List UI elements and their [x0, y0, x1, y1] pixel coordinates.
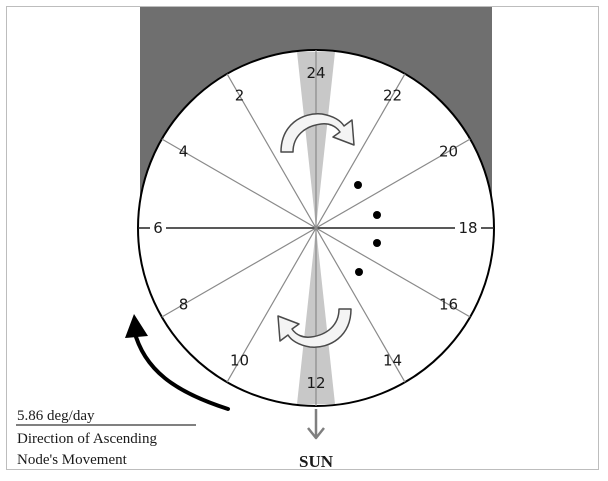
label-background — [150, 219, 166, 237]
dot-marker — [354, 181, 362, 189]
clock-label-14: 14 — [383, 352, 402, 370]
clock-label-22: 22 — [383, 87, 402, 105]
clock-label-8: 8 — [179, 296, 189, 314]
node-direction-arrow-icon — [125, 314, 230, 411]
dot-marker — [373, 211, 381, 219]
dot-marker — [373, 239, 381, 247]
clock-label-16: 16 — [439, 296, 458, 314]
clock-label-4: 4 — [179, 143, 189, 161]
bottom-rotation-arrow-icon — [277, 308, 352, 348]
dot-marker — [355, 268, 363, 276]
top-rotation-arrow-icon — [280, 113, 355, 153]
clock-label-12: 12 — [306, 374, 325, 392]
clock-label-2: 2 — [235, 87, 245, 105]
clock-label-20: 20 — [439, 143, 458, 161]
caption-line-2: Node's Movement — [17, 452, 128, 468]
spoke-line — [161, 138, 471, 318]
label-background — [455, 219, 481, 237]
clock-label-10: 10 — [230, 352, 249, 370]
clock-label-18: 18 — [458, 219, 477, 237]
sun-label: SUN — [299, 452, 334, 471]
clock-label-6: 6 — [153, 219, 163, 237]
rate-label: 5.86 deg/day — [17, 408, 95, 424]
sun-direction-arrow-icon — [307, 409, 325, 440]
caption-line-1: Direction of Ascending — [17, 431, 157, 447]
clock-label-24: 24 — [306, 64, 325, 82]
